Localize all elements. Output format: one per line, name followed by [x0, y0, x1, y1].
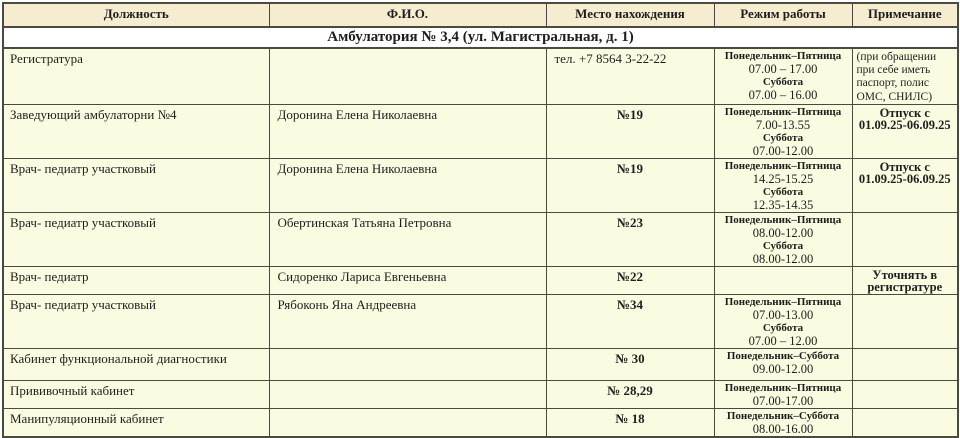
- table-row: Регистратура тел. +7 8564 3-22-22 Понедель…: [2, 47, 959, 105]
- schedule-days-line: Суббота: [762, 321, 804, 334]
- fio-cell: [268, 47, 547, 105]
- table-row: Заведующий амбулаторни №4 Доронина Елена …: [2, 103, 959, 159]
- fio-cell: [268, 379, 547, 409]
- position-cell: Заведующий амбулаторни №4: [2, 103, 270, 159]
- schedule-cell: Понедельник–Пятница 07.00 – 17.00 Суббота 0…: [713, 47, 853, 105]
- column-header-schedule: Режим работы: [713, 2, 853, 28]
- location-cell: №22: [545, 265, 715, 295]
- table-body: Регистратура тел. +7 8564 3-22-22 Понедель…: [2, 47, 959, 438]
- position-cell: Прививочный кабинет: [2, 379, 270, 409]
- position-cell: Врач- педиатр: [2, 265, 270, 295]
- fio-cell: Доронина Елена Николаевна: [268, 157, 547, 213]
- schedule-days-line: Суббота: [762, 185, 804, 198]
- table-row: Врач- педиатр Сидоренко Лариса Евгеньевна…: [2, 265, 959, 295]
- schedule-hours-line: 07.00 – 16.00: [748, 88, 818, 102]
- table-header: Должность Ф.И.О. Место нахождения Режим …: [2, 2, 959, 28]
- location-cell: № 28,29: [545, 379, 715, 409]
- schedule-cell: Понедельник–Суббота 09.00-12.00: [713, 347, 853, 381]
- location-cell: №19: [545, 103, 715, 159]
- schedule-hours-line: 14.25-15.25: [752, 171, 814, 186]
- table-row: Врач- педиатр участковый Обертинская Тать…: [2, 211, 959, 267]
- note-cell: Отпуск с 01.09.25-06.09.25: [851, 157, 959, 213]
- fio-cell: Сидоренко Лариса Евгеньевна: [268, 265, 547, 295]
- schedule-cell: Понедельник–Пятница 08.00-12.00 Суббота 08.…: [713, 211, 853, 267]
- note-cell: (при обращении при себе иметь паспорт, п…: [851, 47, 959, 105]
- note-cell: [851, 379, 959, 409]
- section-banner-title: Амбулатория № 3,4 (ул. Магистральная, д.…: [2, 26, 959, 49]
- schedule-days-line: Понедельник–Пятница: [724, 213, 842, 226]
- schedule-days-line: Понедельник–Суббота: [726, 409, 840, 422]
- location-cell: тел. +7 8564 3-22-22: [545, 47, 715, 105]
- schedule-hours-line: 07.00-13.00: [752, 307, 814, 322]
- schedule-hours-line: 07.00-12.00: [752, 143, 814, 158]
- note-cell: [851, 211, 959, 267]
- table-row: Манипуляционный кабинет № 18 Понедельник–С…: [2, 407, 959, 438]
- schedule-hours-line: 07.00-17.00: [752, 393, 814, 408]
- schedule-cell: [713, 265, 853, 295]
- schedule-hours-line: 09.00-12.00: [752, 361, 814, 376]
- position-cell: Врач- педиатр участковый: [2, 211, 270, 267]
- fio-cell: Доронина Елена Николаевна: [268, 103, 547, 159]
- schedule-hours-line: 7.00-13.55: [755, 117, 811, 132]
- schedule-hours-line: 07.00 – 17.00: [748, 62, 818, 76]
- location-cell: №19: [545, 157, 715, 213]
- schedule-days-line: Понедельник–Пятница: [724, 295, 842, 308]
- location-cell: № 18: [545, 407, 715, 438]
- note-cell: [851, 407, 959, 438]
- fio-cell: Рябоконь Яна Андреевна: [268, 293, 547, 349]
- schedule-days-line: Суббота: [762, 239, 804, 252]
- table-row: Прививочный кабинет № 28,29 Понедельник–Пя…: [2, 379, 959, 409]
- position-cell: Регистратура: [2, 47, 270, 105]
- position-cell: Врач- педиатр участковый: [2, 157, 270, 213]
- schedule-cell: Понедельник–Пятница 07.00-13.00 Суббота 07.…: [713, 293, 853, 349]
- header-row: Должность Ф.И.О. Место нахождения Режим …: [2, 2, 959, 28]
- schedule-hours-line: 08.00-16.00: [752, 421, 814, 436]
- schedule-days-line: Понедельник–Пятница: [724, 105, 842, 118]
- schedule-days-line: Понедельник–Пятница: [724, 50, 842, 62]
- column-header-location: Место нахождения: [545, 2, 715, 28]
- schedule-days-line: Понедельник–Пятница: [724, 381, 842, 394]
- schedule-days-line: Суббота: [762, 131, 804, 144]
- column-header-note: Примечание: [851, 2, 959, 28]
- note-cell: [851, 347, 959, 381]
- note-cell: Отпуск с 01.09.25-06.09.25: [851, 103, 959, 159]
- fio-cell: [268, 347, 547, 381]
- position-cell: Врач- педиатр участковый: [2, 293, 270, 349]
- position-cell: Кабинет функциональной диагностики: [2, 347, 270, 381]
- table-row: Врач- педиатр участковый Рябоконь Яна Анд…: [2, 293, 959, 349]
- schedule-hours-line: 08.00-12.00: [752, 225, 814, 240]
- column-header-fio: Ф.И.О.: [268, 2, 547, 28]
- position-cell: Манипуляционный кабинет: [2, 407, 270, 438]
- note-cell: [851, 293, 959, 349]
- schedule-cell: Понедельник–Пятница 7.00-13.55 Суббота 07.0…: [713, 103, 853, 159]
- schedule-hours-line: 08.00-12.00: [752, 251, 814, 266]
- location-cell: №23: [545, 211, 715, 267]
- schedule-hours-line: 12.35-14.35: [752, 197, 814, 212]
- schedule-cell: Понедельник–Суббота 08.00-16.00: [713, 407, 853, 438]
- column-header-position: Должность: [2, 2, 270, 28]
- fio-cell: [268, 407, 547, 438]
- schedule-hours-line: 07.00 – 12.00: [748, 333, 818, 348]
- location-cell: №34: [545, 293, 715, 349]
- section-banner-row: Амбулатория № 3,4 (ул. Магистральная, д.…: [2, 26, 959, 49]
- schedule-days-line: Понедельник–Суббота: [726, 349, 840, 362]
- table-row: Кабинет функциональной диагностики № 30 По…: [2, 347, 959, 381]
- schedule-days-line: Суббота: [762, 76, 804, 88]
- note-cell: Уточнять в регистратуре: [851, 265, 959, 295]
- schedule-cell: Понедельник–Пятница 14.25-15.25 Суббота 12.…: [713, 157, 853, 213]
- fio-cell: Обертинская Татьяна Петровна: [268, 211, 547, 267]
- location-cell: № 30: [545, 347, 715, 381]
- table-row: Врач- педиатр участковый Доронина Елена Н…: [2, 157, 959, 213]
- schedule-cell: Понедельник–Пятница 07.00-17.00: [713, 379, 853, 409]
- schedule-days-line: Понедельник–Пятница: [724, 159, 842, 172]
